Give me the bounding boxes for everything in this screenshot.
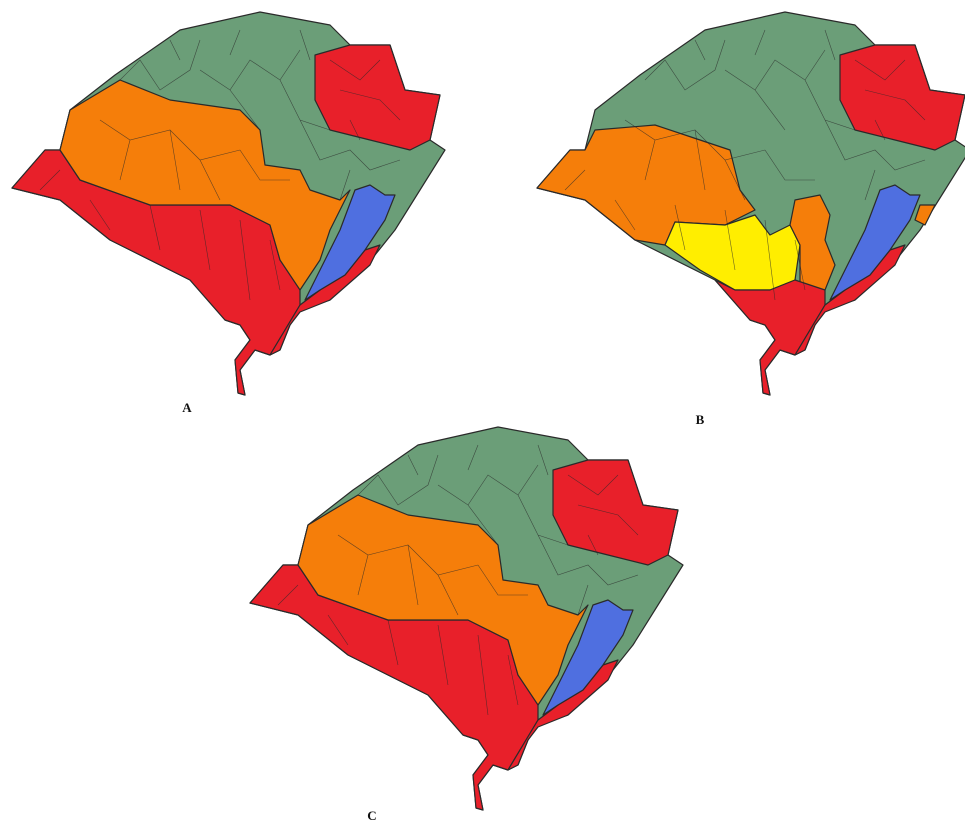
map-a xyxy=(12,12,445,395)
map-c xyxy=(250,427,683,810)
panel-label: C xyxy=(367,808,376,823)
panel-label: B xyxy=(696,412,705,427)
panel-label: A xyxy=(182,400,192,415)
figure: A B C xyxy=(0,0,965,825)
page: {"figure": {"panels": [{"label": "A"}, {… xyxy=(0,0,965,825)
map-b xyxy=(537,12,965,395)
